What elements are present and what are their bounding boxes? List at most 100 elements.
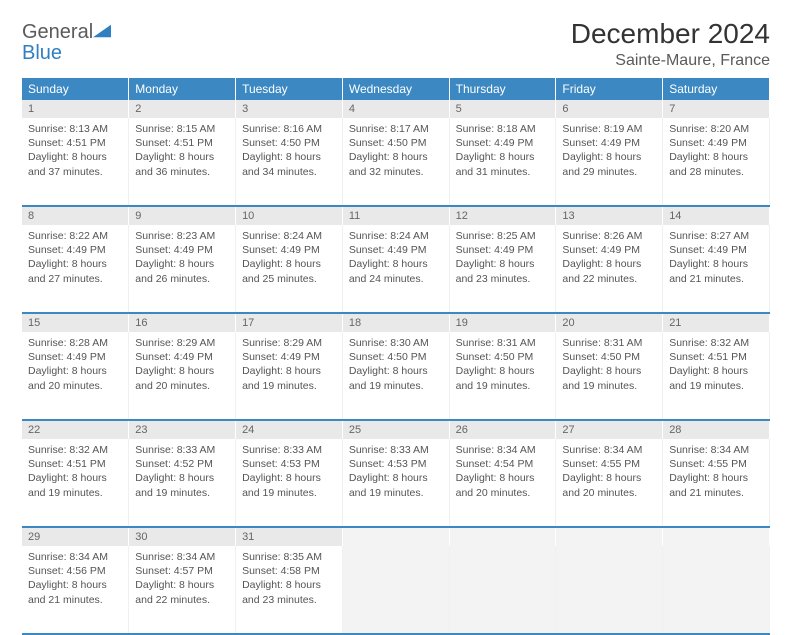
day-number-cell: 1: [22, 100, 129, 118]
day-number-cell: 18: [342, 313, 449, 332]
sunrise-text: Sunrise: 8:13 AM: [28, 122, 122, 136]
sunset-text: Sunset: 4:49 PM: [135, 350, 229, 364]
daynum-row: 293031: [22, 527, 770, 546]
header: General Blue December 2024 Sainte-Maure,…: [22, 18, 770, 70]
day-number-cell: 16: [129, 313, 236, 332]
sunrise-text: Sunrise: 8:18 AM: [456, 122, 550, 136]
daylight-text: Daylight: 8 hours and 24 minutes.: [349, 257, 443, 285]
day-detail-cell: Sunrise: 8:16 AMSunset: 4:50 PMDaylight:…: [236, 118, 343, 206]
day-number-cell: 7: [663, 100, 770, 118]
sunrise-text: Sunrise: 8:34 AM: [669, 443, 763, 457]
sunset-text: Sunset: 4:49 PM: [456, 136, 550, 150]
daylight-text: Daylight: 8 hours and 22 minutes.: [562, 257, 656, 285]
day-detail-cell: Sunrise: 8:27 AMSunset: 4:49 PMDaylight:…: [663, 225, 770, 313]
day-detail-cell: Sunrise: 8:34 AMSunset: 4:57 PMDaylight:…: [129, 546, 236, 634]
day-number-cell: 28: [663, 420, 770, 439]
daylight-text: Daylight: 8 hours and 23 minutes.: [456, 257, 550, 285]
daylight-text: Daylight: 8 hours and 36 minutes.: [135, 150, 229, 178]
day-number-cell: 4: [342, 100, 449, 118]
day-detail-cell: Sunrise: 8:15 AMSunset: 4:51 PMDaylight:…: [129, 118, 236, 206]
day-number-cell: 2: [129, 100, 236, 118]
daylight-text: Daylight: 8 hours and 20 minutes.: [28, 364, 122, 392]
day-number-cell: [449, 527, 556, 546]
day-detail-cell: Sunrise: 8:29 AMSunset: 4:49 PMDaylight:…: [236, 332, 343, 420]
day-number-cell: 23: [129, 420, 236, 439]
day-detail-cell: Sunrise: 8:17 AMSunset: 4:50 PMDaylight:…: [342, 118, 449, 206]
day-detail-cell: Sunrise: 8:23 AMSunset: 4:49 PMDaylight:…: [129, 225, 236, 313]
day-detail-cell: Sunrise: 8:34 AMSunset: 4:54 PMDaylight:…: [449, 439, 556, 527]
detail-row: Sunrise: 8:34 AMSunset: 4:56 PMDaylight:…: [22, 546, 770, 634]
day-detail-cell: [663, 546, 770, 634]
daylight-text: Daylight: 8 hours and 34 minutes.: [242, 150, 336, 178]
sunset-text: Sunset: 4:54 PM: [456, 457, 550, 471]
daylight-text: Daylight: 8 hours and 19 minutes.: [562, 364, 656, 392]
day-number-cell: 22: [22, 420, 129, 439]
daylight-text: Daylight: 8 hours and 19 minutes.: [135, 471, 229, 499]
daylight-text: Daylight: 8 hours and 19 minutes.: [669, 364, 763, 392]
daylight-text: Daylight: 8 hours and 31 minutes.: [456, 150, 550, 178]
day-number-cell: 25: [342, 420, 449, 439]
logo-triangle-icon: [93, 24, 111, 38]
day-detail-cell: Sunrise: 8:19 AMSunset: 4:49 PMDaylight:…: [556, 118, 663, 206]
day-number-cell: [342, 527, 449, 546]
day-detail-cell: Sunrise: 8:18 AMSunset: 4:49 PMDaylight:…: [449, 118, 556, 206]
day-header: Tuesday: [236, 78, 343, 100]
sunset-text: Sunset: 4:49 PM: [669, 136, 763, 150]
sunset-text: Sunset: 4:51 PM: [28, 136, 122, 150]
daylight-text: Daylight: 8 hours and 22 minutes.: [135, 578, 229, 606]
daylight-text: Daylight: 8 hours and 19 minutes.: [349, 471, 443, 499]
sunrise-text: Sunrise: 8:32 AM: [28, 443, 122, 457]
day-header-row: Sunday Monday Tuesday Wednesday Thursday…: [22, 78, 770, 100]
daylight-text: Daylight: 8 hours and 21 minutes.: [28, 578, 122, 606]
sunset-text: Sunset: 4:49 PM: [349, 243, 443, 257]
day-detail-cell: Sunrise: 8:33 AMSunset: 4:53 PMDaylight:…: [236, 439, 343, 527]
day-detail-cell: Sunrise: 8:35 AMSunset: 4:58 PMDaylight:…: [236, 546, 343, 634]
sunrise-text: Sunrise: 8:32 AM: [669, 336, 763, 350]
page-title: December 2024: [571, 18, 770, 50]
sunset-text: Sunset: 4:49 PM: [562, 243, 656, 257]
day-number-cell: 24: [236, 420, 343, 439]
sunrise-text: Sunrise: 8:34 AM: [28, 550, 122, 564]
day-number-cell: 3: [236, 100, 343, 118]
sunrise-text: Sunrise: 8:34 AM: [456, 443, 550, 457]
daynum-row: 891011121314: [22, 206, 770, 225]
day-header: Sunday: [22, 78, 129, 100]
calendar-table: Sunday Monday Tuesday Wednesday Thursday…: [22, 78, 770, 635]
daylight-text: Daylight: 8 hours and 19 minutes.: [456, 364, 550, 392]
day-detail-cell: Sunrise: 8:34 AMSunset: 4:55 PMDaylight:…: [663, 439, 770, 527]
daylight-text: Daylight: 8 hours and 26 minutes.: [135, 257, 229, 285]
daylight-text: Daylight: 8 hours and 19 minutes.: [349, 364, 443, 392]
day-number-cell: 13: [556, 206, 663, 225]
logo-word2: Blue: [22, 42, 62, 64]
sunrise-text: Sunrise: 8:15 AM: [135, 122, 229, 136]
sunset-text: Sunset: 4:51 PM: [135, 136, 229, 150]
sunrise-text: Sunrise: 8:33 AM: [242, 443, 336, 457]
daynum-row: 22232425262728: [22, 420, 770, 439]
day-detail-cell: Sunrise: 8:13 AMSunset: 4:51 PMDaylight:…: [22, 118, 129, 206]
detail-row: Sunrise: 8:13 AMSunset: 4:51 PMDaylight:…: [22, 118, 770, 206]
sunrise-text: Sunrise: 8:17 AM: [349, 122, 443, 136]
day-header: Monday: [129, 78, 236, 100]
sunrise-text: Sunrise: 8:16 AM: [242, 122, 336, 136]
daylight-text: Daylight: 8 hours and 21 minutes.: [669, 257, 763, 285]
day-number-cell: 21: [663, 313, 770, 332]
day-number-cell: [556, 527, 663, 546]
day-detail-cell: Sunrise: 8:29 AMSunset: 4:49 PMDaylight:…: [129, 332, 236, 420]
day-detail-cell: Sunrise: 8:34 AMSunset: 4:56 PMDaylight:…: [22, 546, 129, 634]
day-detail-cell: Sunrise: 8:33 AMSunset: 4:52 PMDaylight:…: [129, 439, 236, 527]
sunset-text: Sunset: 4:55 PM: [562, 457, 656, 471]
page-subtitle: Sainte-Maure, France: [571, 52, 770, 70]
day-number-cell: 29: [22, 527, 129, 546]
day-number-cell: 20: [556, 313, 663, 332]
sunset-text: Sunset: 4:55 PM: [669, 457, 763, 471]
day-header: Wednesday: [342, 78, 449, 100]
sunset-text: Sunset: 4:49 PM: [242, 243, 336, 257]
sunset-text: Sunset: 4:53 PM: [349, 457, 443, 471]
sunrise-text: Sunrise: 8:23 AM: [135, 229, 229, 243]
sunrise-text: Sunrise: 8:19 AM: [562, 122, 656, 136]
day-number-cell: [663, 527, 770, 546]
sunset-text: Sunset: 4:50 PM: [349, 136, 443, 150]
daylight-text: Daylight: 8 hours and 32 minutes.: [349, 150, 443, 178]
day-detail-cell: [342, 546, 449, 634]
sunrise-text: Sunrise: 8:33 AM: [349, 443, 443, 457]
